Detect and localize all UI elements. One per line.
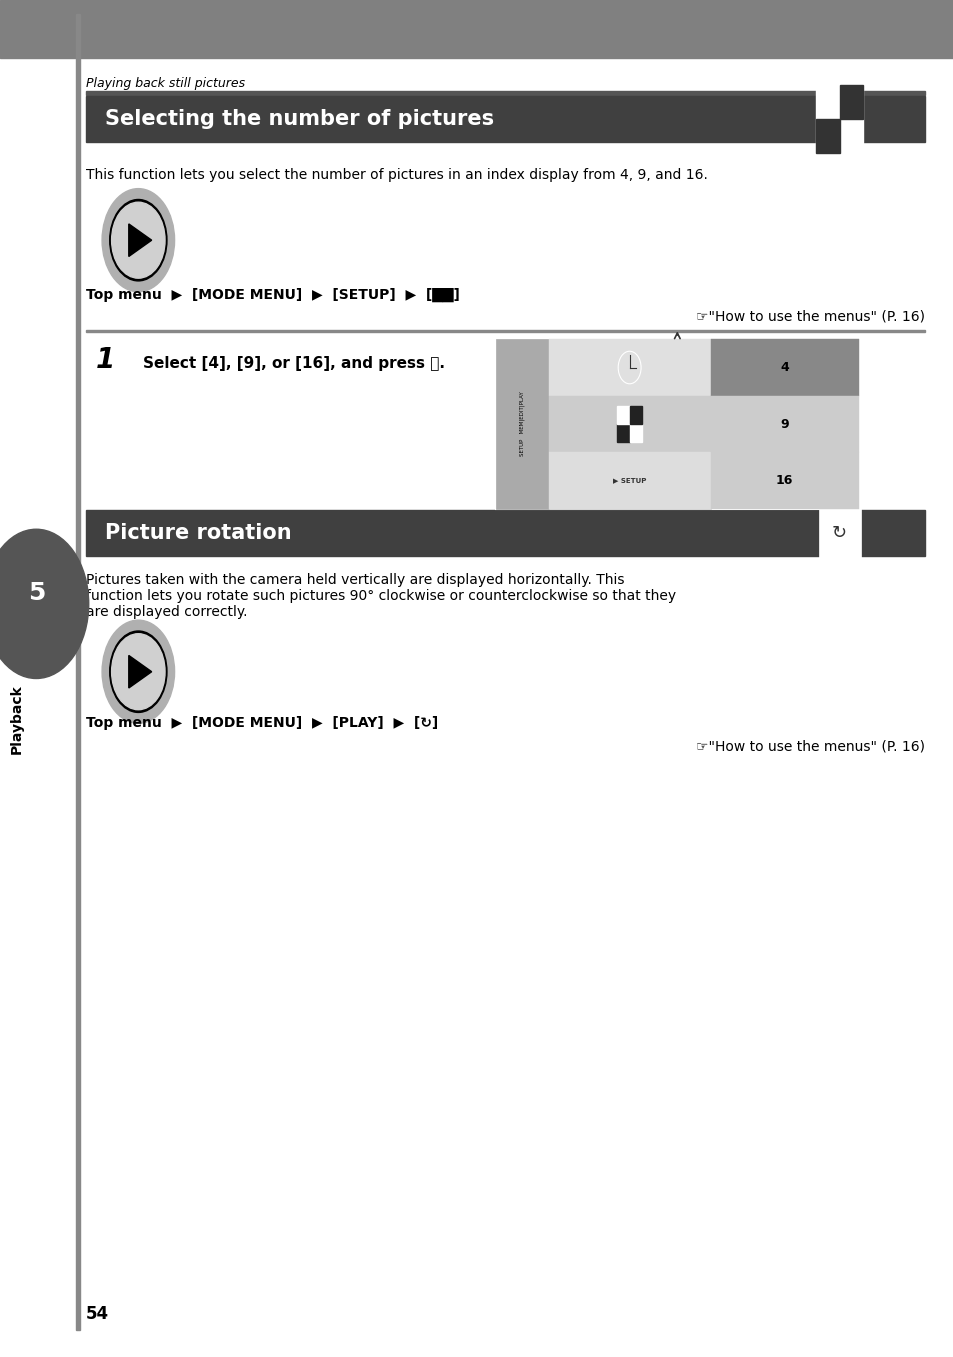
Text: Picture rotation: Picture rotation — [105, 524, 292, 543]
Text: ☞"How to use the menus" (P. 16): ☞"How to use the menus" (P. 16) — [696, 740, 924, 753]
Text: 4: 4 — [780, 361, 788, 375]
Bar — [548, 452, 710, 509]
Bar — [496, 339, 858, 509]
Circle shape — [102, 189, 174, 292]
Bar — [710, 452, 858, 509]
Text: 54: 54 — [86, 1305, 109, 1323]
Circle shape — [112, 202, 165, 278]
Bar — [617, 407, 629, 425]
Text: 9: 9 — [780, 418, 788, 430]
Bar — [815, 119, 839, 153]
Circle shape — [0, 529, 89, 678]
Text: ↻: ↻ — [831, 524, 846, 543]
Bar — [86, 96, 924, 142]
Circle shape — [102, 620, 174, 723]
Circle shape — [110, 199, 167, 281]
Text: 5: 5 — [28, 581, 45, 605]
Text: Pictures taken with the camera held vertically are displayed horizontally. This
: Pictures taken with the camera held vert… — [86, 573, 676, 619]
Text: Select [4], [9], or [16], and press Ⓞ.: Select [4], [9], or [16], and press Ⓞ. — [143, 356, 445, 370]
Text: ▶ SETUP: ▶ SETUP — [613, 478, 645, 483]
Bar — [710, 396, 858, 452]
Bar — [617, 425, 629, 442]
Bar — [496, 339, 548, 509]
Circle shape — [112, 634, 165, 710]
Bar — [86, 330, 924, 332]
Text: 1: 1 — [95, 346, 114, 375]
Bar — [629, 407, 641, 425]
Bar — [818, 503, 860, 563]
Text: SETUP   MEM|EDIT|PLAY: SETUP MEM|EDIT|PLAY — [519, 392, 524, 456]
Bar — [839, 85, 862, 119]
Bar — [548, 339, 710, 509]
Polygon shape — [129, 224, 152, 256]
Text: Top menu  ▶  [MODE MENU]  ▶  [SETUP]  ▶  [██]: Top menu ▶ [MODE MENU] ▶ [SETUP] ▶ [██] — [86, 288, 459, 303]
Bar — [629, 425, 641, 442]
Circle shape — [110, 631, 167, 712]
Text: Selecting the number of pictures: Selecting the number of pictures — [105, 110, 494, 129]
Bar — [710, 339, 858, 396]
Polygon shape — [129, 655, 152, 688]
Bar — [76, 14, 80, 1330]
Text: Playback: Playback — [10, 684, 24, 754]
Bar — [86, 510, 924, 556]
Bar — [815, 85, 862, 153]
Text: 16: 16 — [775, 474, 793, 487]
Text: ☞"How to use the menus" (P. 16): ☞"How to use the menus" (P. 16) — [696, 309, 924, 323]
Text: Top menu  ▶  [MODE MENU]  ▶  [PLAY]  ▶  [↻]: Top menu ▶ [MODE MENU] ▶ [PLAY] ▶ [↻] — [86, 716, 437, 730]
Text: Playing back still pictures: Playing back still pictures — [86, 77, 245, 91]
Bar — [0, 0, 953, 58]
Bar — [548, 396, 710, 452]
Bar — [548, 339, 710, 396]
Text: This function lets you select the number of pictures in an index display from 4,: This function lets you select the number… — [86, 168, 707, 182]
Bar — [86, 91, 924, 95]
